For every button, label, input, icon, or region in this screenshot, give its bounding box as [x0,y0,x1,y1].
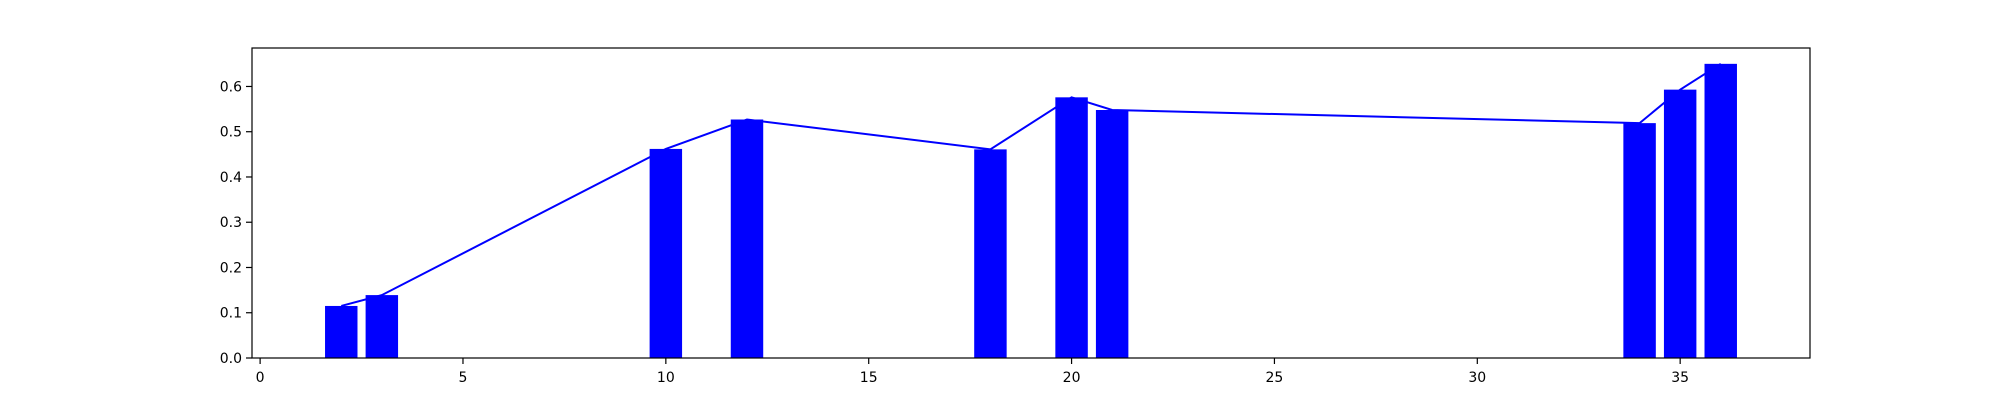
bar-10 [649,148,683,358]
y-tick-label: 0.5 [220,125,242,141]
x-tick-label: 15 [860,370,878,386]
y-tick-label: 0.6 [220,79,242,95]
bar-12 [730,119,764,358]
x-tick-label: 10 [657,370,675,386]
y-tick-label: 0.0 [220,351,242,367]
bar-2 [325,305,358,358]
plot-area-frame [251,47,1811,359]
bar-35 [1663,89,1697,358]
x-tick-label: 30 [1468,370,1486,386]
trend-line [341,62,1722,307]
bar-34 [1623,123,1656,358]
bar-18 [974,149,1007,358]
bar-20 [1055,97,1088,359]
x-axis: 0 5 10 15 20 25 30 35 [256,358,1689,386]
y-tick-label: 0.4 [220,170,242,186]
bars-group [325,63,1737,359]
bar-36 [1704,63,1737,358]
y-axis: 0.0 0.1 0.2 0.3 0.4 0.5 0.6 [220,79,252,367]
y-tick-label: 0.2 [220,260,242,276]
x-tick-label: 0 [256,370,265,386]
x-tick-label: 20 [1063,370,1081,386]
x-tick-label: 35 [1671,370,1689,386]
x-tick-label: 5 [459,370,468,386]
x-tick-label: 25 [1266,370,1284,386]
bar-21 [1095,110,1129,358]
bar-3 [365,295,399,358]
y-tick-label: 0.3 [220,215,242,231]
y-tick-label: 0.1 [220,306,242,322]
